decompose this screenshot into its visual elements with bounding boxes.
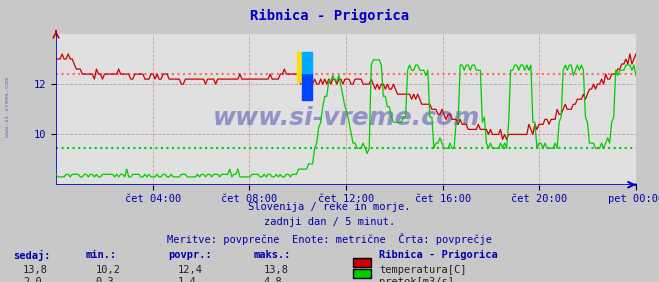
Text: 13,8: 13,8 bbox=[23, 265, 48, 274]
Text: www.si-vreme.com: www.si-vreme.com bbox=[212, 106, 480, 130]
Text: 0,3: 0,3 bbox=[96, 277, 114, 282]
Text: 4,8: 4,8 bbox=[264, 277, 282, 282]
Text: 10,2: 10,2 bbox=[96, 265, 121, 274]
Text: pretok[m3/s]: pretok[m3/s] bbox=[379, 277, 454, 282]
Text: Ribnica - Prigorica: Ribnica - Prigorica bbox=[250, 8, 409, 23]
Bar bbox=[297, 52, 307, 82]
Text: min.:: min.: bbox=[86, 250, 117, 259]
Text: povpr.:: povpr.: bbox=[168, 250, 212, 259]
Text: 13,8: 13,8 bbox=[264, 265, 289, 274]
Text: sedaj:: sedaj: bbox=[13, 250, 51, 261]
Bar bbox=[302, 73, 312, 100]
Text: 2,0: 2,0 bbox=[23, 277, 42, 282]
Text: 1,4: 1,4 bbox=[178, 277, 196, 282]
Text: Meritve: povprečne  Enote: metrične  Črta: povprečje: Meritve: povprečne Enote: metrične Črta:… bbox=[167, 233, 492, 245]
Text: Slovenija / reke in morje.: Slovenija / reke in morje. bbox=[248, 202, 411, 212]
Text: Ribnica - Prigorica: Ribnica - Prigorica bbox=[379, 250, 498, 260]
Text: 12,4: 12,4 bbox=[178, 265, 203, 274]
Text: temperatura[C]: temperatura[C] bbox=[379, 265, 467, 274]
Bar bbox=[302, 52, 312, 73]
Text: maks.:: maks.: bbox=[254, 250, 291, 259]
Text: zadnji dan / 5 minut.: zadnji dan / 5 minut. bbox=[264, 217, 395, 227]
Text: www.si-vreme.com: www.si-vreme.com bbox=[5, 77, 11, 137]
